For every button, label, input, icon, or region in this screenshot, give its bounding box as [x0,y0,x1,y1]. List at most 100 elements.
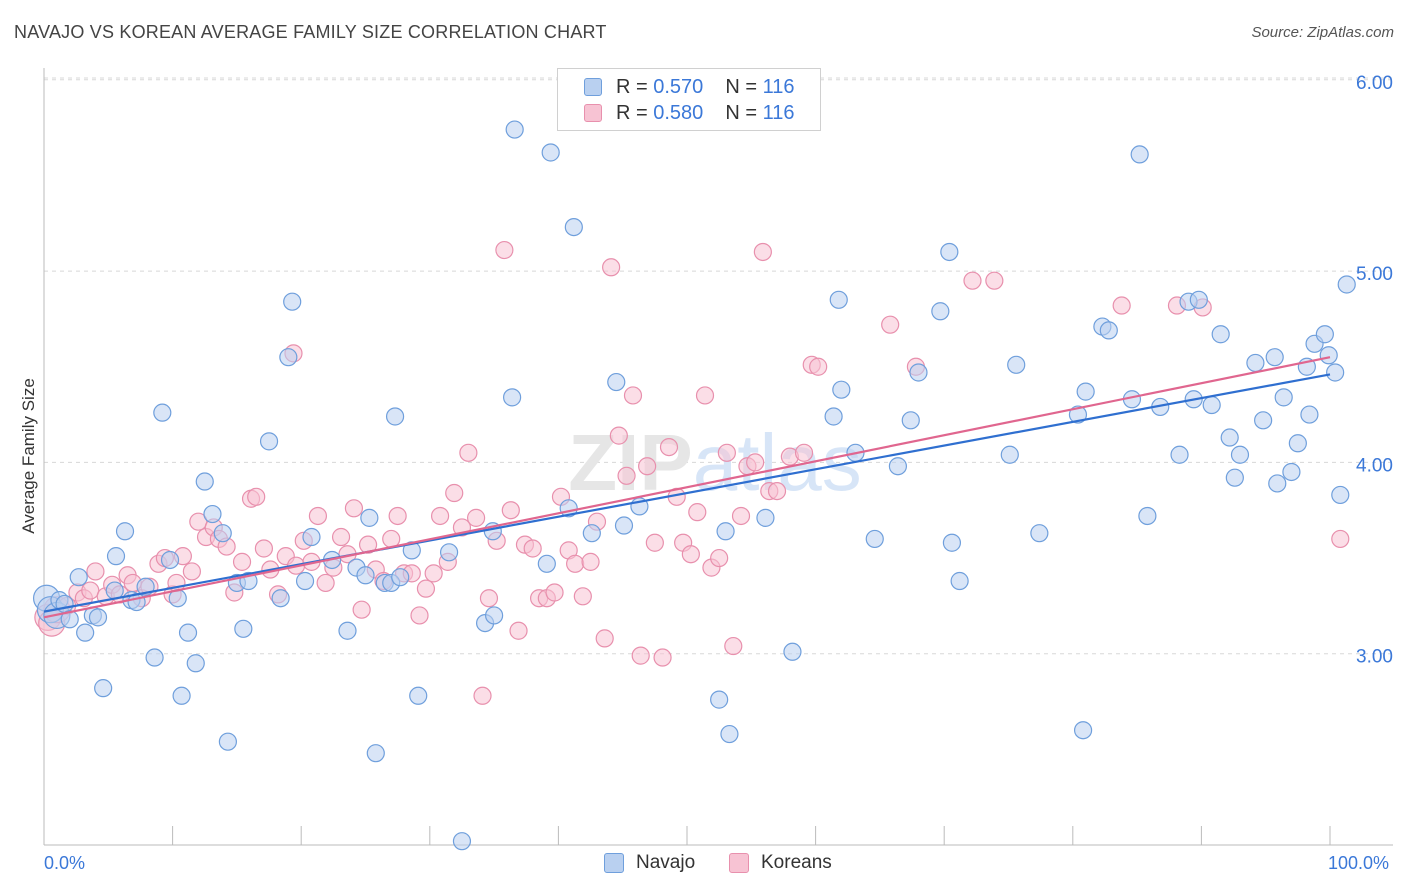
koreans-point [724,636,743,656]
navajo-point [178,623,198,642]
koreans-point [459,443,478,462]
y-tick-label: 3.00 [1356,647,1393,668]
navajo-point [1073,721,1093,740]
navajo-point [60,610,79,629]
navajo-point [716,522,735,541]
navajo-point [94,679,113,698]
navajo-point [356,566,375,585]
navajo-point [931,302,950,321]
koreans-point [232,552,252,571]
koreans-point [523,539,542,558]
n-value: 116 [762,101,795,124]
navajo-point [1202,395,1221,415]
y-axis-label: Average Family Size [19,378,38,534]
koreans-point [86,562,105,581]
koreans-point [545,583,564,602]
y-tick-label: 6.00 [1356,73,1393,94]
koreans-point [352,600,371,619]
navajo-point [88,608,108,627]
navajo-point [279,348,298,367]
navajo-point [582,524,601,543]
koreans-point [617,466,636,485]
navajo-point [607,372,626,392]
r-value: 0.580 [653,101,704,124]
navajo-point [901,411,920,430]
koreans-point [430,506,450,526]
navajo-point [710,690,729,709]
navajo-point [259,432,279,451]
x-max-label: 100.0% [1328,853,1390,873]
koreans-point [581,552,600,571]
navajo-point [338,621,357,640]
koreans-point [809,357,828,376]
navajo-point [145,648,164,667]
koreans-legend-swatch [729,853,749,873]
koreans-point [1112,296,1131,315]
legend-row-koreans: R = 0.580 N = 116 [584,101,794,125]
koreans-point [710,548,729,568]
koreans-point [501,501,520,520]
navajo-point [172,686,191,705]
navajo-point [69,568,88,587]
navajo-point [485,606,504,625]
trend-lines [43,356,1331,619]
legend-row-navajo: R = 0.570 N = 116 [584,75,794,99]
correlation-legend: R = 0.570 N = 116 R = 0.580 N = 116 [557,68,821,131]
navajo-point [439,543,459,562]
navajo-point [186,654,205,673]
koreans-point [645,533,664,552]
axes [43,68,1393,846]
navajo-point [1189,290,1208,309]
navajo-point [909,363,928,382]
navajo-point [1076,382,1095,401]
navajo-point [106,547,126,566]
navajo-point [234,619,253,638]
koreans-point [566,554,585,573]
navajo-point [360,508,379,527]
n-value: 116 [762,75,795,98]
navajo-point [1246,353,1265,373]
navajo-point [942,533,962,552]
navajo-point [452,832,472,851]
navajo-point [115,522,135,541]
navajo-point [1138,506,1157,526]
navajo-point [203,504,222,524]
navajo-point [76,623,95,642]
koreans-point [794,443,814,462]
navajo-point [832,380,851,399]
navajo-legend-swatch [604,853,624,873]
koreans-point [881,315,900,334]
legend-item-koreans: Koreans [729,852,832,874]
koreans-point [688,503,707,522]
navajo-point [756,508,775,527]
koreans-point [638,457,657,476]
navajo-point [783,642,802,661]
navajo-point [385,407,405,426]
navajo-point [1337,275,1356,294]
series-navajo [32,120,1356,851]
koreans-point [495,240,514,260]
koreans-point [358,535,378,554]
koreans-point [609,426,628,445]
navajo-point [888,457,908,476]
koreans-point [388,506,407,526]
navajo-point [503,388,522,407]
koreans-point [1331,529,1350,549]
navajo-point [409,686,428,705]
koreans-point [182,562,201,581]
koreans-point [602,258,621,277]
navajo-point [218,732,237,751]
koreans-point [595,629,614,648]
navajo-point [1230,445,1250,464]
r-label: R = [616,75,648,98]
navajo-point [283,292,302,311]
navajo-point [940,242,959,262]
koreans-legend-label: Koreans [761,852,832,873]
navajo-point [564,218,583,237]
koreans-point [509,621,528,640]
legend-item-navajo: Navajo [604,852,695,874]
navajo-point [391,568,410,587]
koreans-trend-line [43,356,1331,619]
navajo-point [541,143,560,162]
